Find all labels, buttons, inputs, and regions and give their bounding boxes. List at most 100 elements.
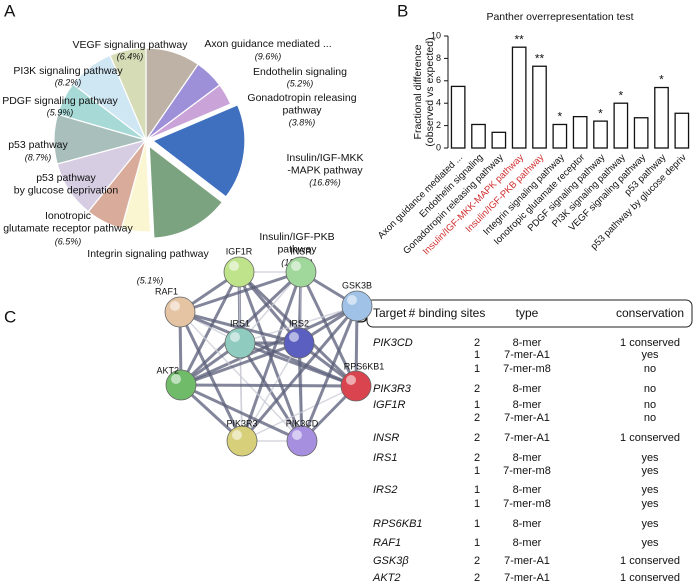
bar bbox=[552, 123, 568, 149]
table-header: type bbox=[516, 306, 539, 320]
table-cell: no bbox=[644, 363, 656, 375]
panel-letter: A bbox=[4, 1, 16, 20]
table-cell: AKT2 bbox=[372, 572, 401, 582]
network-edge bbox=[240, 271, 303, 442]
node-label: IRS2 bbox=[289, 318, 309, 328]
y-tick-label: 6 bbox=[436, 75, 441, 85]
node-highlight bbox=[230, 332, 240, 342]
table-cell: 1 bbox=[474, 518, 480, 530]
significance-mark: ** bbox=[514, 32, 524, 46]
table-cell: 7-mer-m8 bbox=[503, 465, 551, 477]
table-cell: 7-mer-A1 bbox=[504, 349, 550, 361]
slice-value-label: (16.8%) bbox=[309, 177, 341, 187]
network-node bbox=[341, 290, 373, 322]
network-edge bbox=[178, 311, 244, 442]
slice-value-label: (6.5%) bbox=[55, 236, 82, 246]
table-cell: 1 conserved bbox=[620, 432, 680, 444]
network-edge bbox=[179, 310, 300, 345]
table-cell: yes bbox=[641, 349, 659, 361]
table-cell: 1 bbox=[474, 537, 480, 549]
pie-slice bbox=[151, 104, 246, 198]
table-header: # binding sites bbox=[409, 306, 486, 320]
node-highlight bbox=[171, 374, 181, 384]
table-cell: INSR bbox=[373, 432, 399, 444]
bar bbox=[450, 85, 466, 149]
table-cell: 2 bbox=[474, 337, 480, 349]
table-cell: yes bbox=[641, 452, 659, 464]
node-highlight bbox=[289, 332, 299, 342]
network-node bbox=[286, 425, 318, 457]
network-node bbox=[223, 256, 255, 288]
table-cell: yes bbox=[641, 537, 659, 549]
network-node bbox=[226, 425, 258, 457]
network-node bbox=[283, 327, 315, 359]
network-edge bbox=[179, 271, 241, 386]
slice-value-label: (6.4%) bbox=[117, 51, 144, 61]
table-cell: PIK3CD bbox=[373, 337, 413, 349]
table-cell: 1 bbox=[474, 363, 480, 375]
network-edge bbox=[241, 385, 357, 442]
table-cell: 2 bbox=[474, 432, 480, 444]
table-cell: 7-mer-A1 bbox=[504, 555, 550, 567]
table-cell: 1 conserved bbox=[620, 337, 680, 349]
pie-slice bbox=[109, 47, 147, 141]
table-cell: 2 bbox=[474, 555, 480, 567]
table-cell: 1 bbox=[474, 399, 480, 411]
table-cell: 1 conserved bbox=[620, 555, 680, 567]
network-node bbox=[285, 256, 317, 288]
slice-label: Gonadotropin releasing pathway bbox=[247, 92, 356, 117]
slice-label: Ionotropic glutamate receptor pathway bbox=[3, 210, 133, 235]
y-tick-label: 10 bbox=[431, 30, 441, 40]
node-label: IGF1R bbox=[226, 246, 253, 256]
table-cell: 8-mer bbox=[513, 518, 542, 530]
panel-letter: C bbox=[4, 307, 16, 326]
table-cell: yes bbox=[641, 484, 659, 496]
slice-label: p53 pathway bbox=[8, 139, 68, 151]
y-tick-label: 4 bbox=[436, 98, 441, 108]
bar bbox=[491, 131, 507, 149]
table-cell: 7-mer-A1 bbox=[504, 412, 550, 424]
slice-value-label: (5.2%) bbox=[287, 78, 314, 88]
panel-letter: B bbox=[397, 1, 408, 20]
table-header: Target bbox=[373, 306, 407, 320]
table-cell: 7-mer-A1 bbox=[504, 432, 550, 444]
node-label: AKT2 bbox=[156, 365, 179, 375]
network-edge bbox=[299, 271, 358, 387]
table-cell: 8-mer bbox=[513, 399, 542, 411]
network-edge bbox=[241, 342, 300, 442]
network-edge bbox=[239, 341, 357, 388]
slice-value-label: (8.7%) bbox=[25, 152, 52, 162]
bar bbox=[532, 65, 547, 149]
bar bbox=[511, 46, 527, 149]
slice-value-label: (8.2%) bbox=[55, 77, 82, 87]
slice-label: PDGF signaling pathway bbox=[2, 95, 118, 107]
table-cell: yes bbox=[641, 518, 659, 530]
network-edge bbox=[179, 270, 302, 314]
slice-label: Axon guidance mediated ... bbox=[204, 38, 331, 50]
bar bbox=[654, 86, 669, 149]
table-cell: PIK3R3 bbox=[373, 383, 412, 395]
table-cell: 2 bbox=[474, 452, 480, 464]
table-cell: no bbox=[644, 412, 656, 424]
y-tick-label: 0 bbox=[436, 142, 441, 152]
table-cell: 1 conserved bbox=[620, 572, 680, 582]
node-label: INSR bbox=[290, 246, 312, 256]
significance-mark: * bbox=[598, 106, 603, 120]
table-cell: 7-mer-m8 bbox=[503, 498, 551, 510]
table-cell: 2 bbox=[474, 383, 480, 395]
network-edge bbox=[239, 305, 358, 344]
chart-title: Panther overrepresentation test bbox=[486, 11, 633, 23]
table-cell: yes bbox=[641, 465, 659, 477]
y-tick-label: 2 bbox=[436, 120, 441, 130]
network-edge bbox=[240, 305, 359, 442]
slice-value-label: (5.9%) bbox=[47, 107, 74, 117]
table-cell: RAF1 bbox=[373, 537, 401, 549]
significance-mark: * bbox=[618, 88, 623, 102]
table-header: conservation bbox=[616, 306, 684, 320]
bar bbox=[471, 123, 486, 149]
node-highlight bbox=[170, 301, 180, 311]
table-cell: 8-mer bbox=[513, 537, 542, 549]
table-cell: no bbox=[644, 399, 656, 411]
